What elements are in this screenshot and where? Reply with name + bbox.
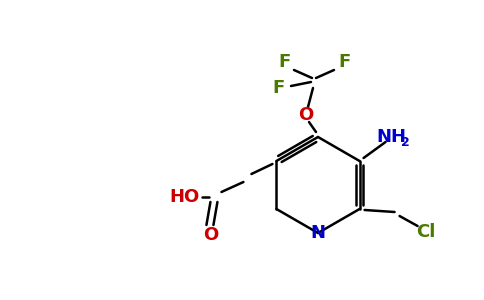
Text: F: F (273, 79, 285, 97)
Text: O: O (203, 226, 218, 244)
Text: Cl: Cl (416, 223, 435, 241)
Text: 2: 2 (401, 136, 410, 148)
Text: F: F (278, 53, 290, 71)
Text: O: O (298, 106, 314, 124)
Text: NH: NH (377, 128, 407, 146)
Text: N: N (311, 224, 326, 242)
Text: HO: HO (169, 188, 199, 206)
Text: F: F (338, 53, 350, 71)
